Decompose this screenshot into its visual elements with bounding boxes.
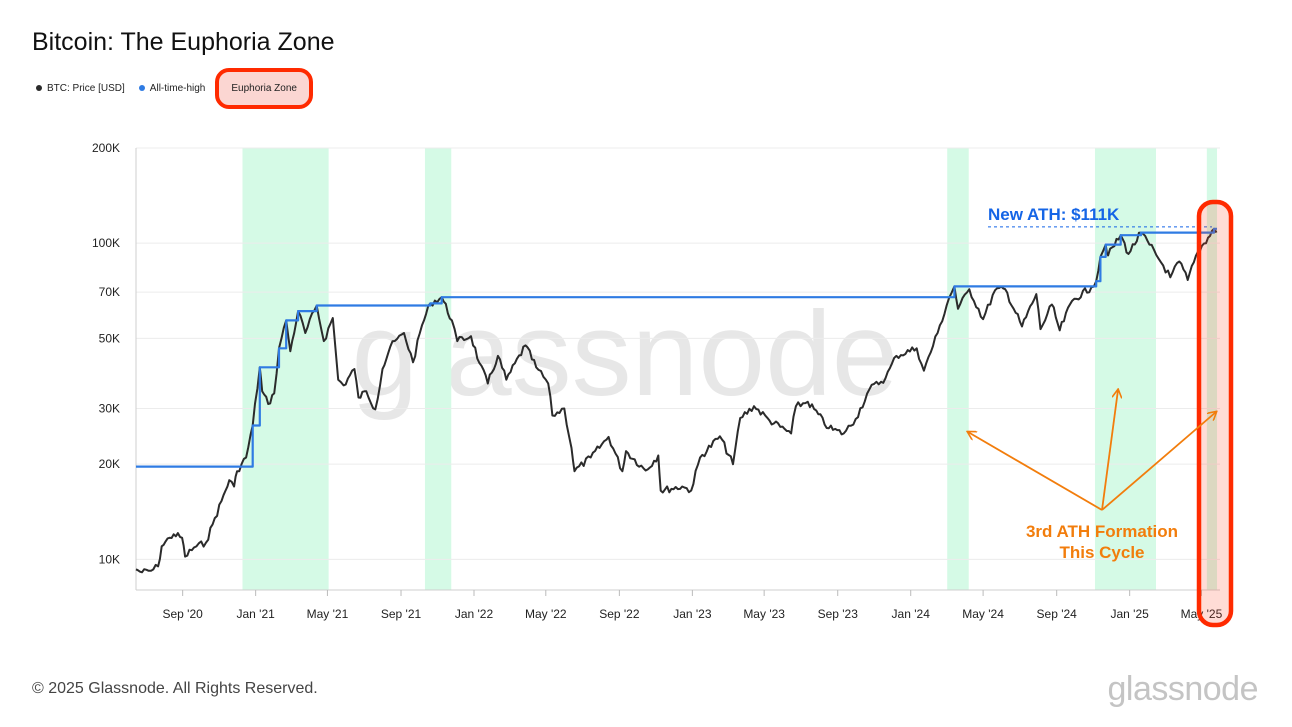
legend: BTC: Price [USD] All-time-high Euphoria … xyxy=(36,66,313,110)
price-dot-icon xyxy=(36,85,42,91)
cycle-arrow-3 xyxy=(1101,412,1216,511)
x-tick-label: Jan '23 xyxy=(673,607,712,621)
euphoria-zones xyxy=(242,148,1218,590)
y-tick-label: 70K xyxy=(99,285,120,299)
cycle-annotation-line1: 3rd ATH Formation xyxy=(1026,522,1178,541)
legend-label-price: BTC: Price [USD] xyxy=(47,82,125,94)
y-tick-label: 200K xyxy=(92,141,120,155)
x-tick-label: Jan '25 xyxy=(1111,607,1150,621)
x-tick-label: May '22 xyxy=(525,607,567,621)
legend-item-price[interactable]: BTC: Price [USD] xyxy=(36,83,125,94)
cycle-arrow-2 xyxy=(1101,390,1118,511)
x-tick-label: Jan '24 xyxy=(892,607,931,621)
grid-lines xyxy=(136,147,1220,560)
cycle-arrow-1 xyxy=(968,432,1103,511)
x-tick-label: Jan '21 xyxy=(236,607,275,621)
y-tick-label: 30K xyxy=(99,402,120,416)
x-axis: Sep '20 Jan '21 May '21 Sep '21 Jan '22 May '… xyxy=(136,589,1223,621)
y-tick-label: 100K xyxy=(92,236,120,250)
euphoria-zone-1 xyxy=(242,148,329,590)
y-tick-label: 50K xyxy=(99,331,120,345)
x-tick-label: Sep '22 xyxy=(599,607,640,621)
x-tick-label: May '24 xyxy=(962,607,1004,621)
ath-dot-icon xyxy=(138,85,145,91)
legend-label-ath: All-time-high xyxy=(149,82,206,94)
legend-item-ath[interactable]: All-time-high xyxy=(138,82,206,94)
y-tick-label: 10K xyxy=(99,552,120,566)
copyright-footer: © 2025 Glassnode. All Rights Reserved. xyxy=(32,680,318,697)
x-tick-label: Jan '22 xyxy=(455,607,494,621)
legend-label-euphoria: Euphoria Zone xyxy=(231,82,297,94)
x-tick-label: Sep '24 xyxy=(1037,607,1078,621)
annotations: New ATH: $111K 3rd ATH Formation This Cycl… xyxy=(968,199,1234,628)
x-tick-label: Sep '20 xyxy=(162,607,203,621)
x-tick-label: May '25 xyxy=(1181,607,1223,621)
price-line xyxy=(135,227,1218,574)
legend-item-euphoria[interactable]: Euphoria Zone xyxy=(215,67,313,109)
euphoria-zone-4 xyxy=(1094,148,1156,590)
cycle-annotation-line2: This Cycle xyxy=(1059,543,1144,562)
x-tick-label: May '21 xyxy=(307,607,349,621)
ath-annotation-label: New ATH: $111K xyxy=(988,205,1120,224)
y-axis: 10K 20K 30K 50K 70K 100K 200K xyxy=(92,141,137,590)
y-tick-label: 20K xyxy=(99,457,120,471)
euphoria-zone-3 xyxy=(947,148,969,590)
x-tick-label: May '23 xyxy=(743,607,785,621)
chart-title: Bitcoin: The Euphoria Zone xyxy=(32,28,335,56)
x-tick-label: Sep '21 xyxy=(381,607,422,621)
euphoria-zone-5 xyxy=(1206,148,1218,590)
ath-line xyxy=(136,227,1217,468)
x-tick-label: Sep '23 xyxy=(818,607,859,621)
euphoria-zone-2 xyxy=(424,148,452,590)
glassnode-logo: glassnode xyxy=(1107,670,1258,708)
